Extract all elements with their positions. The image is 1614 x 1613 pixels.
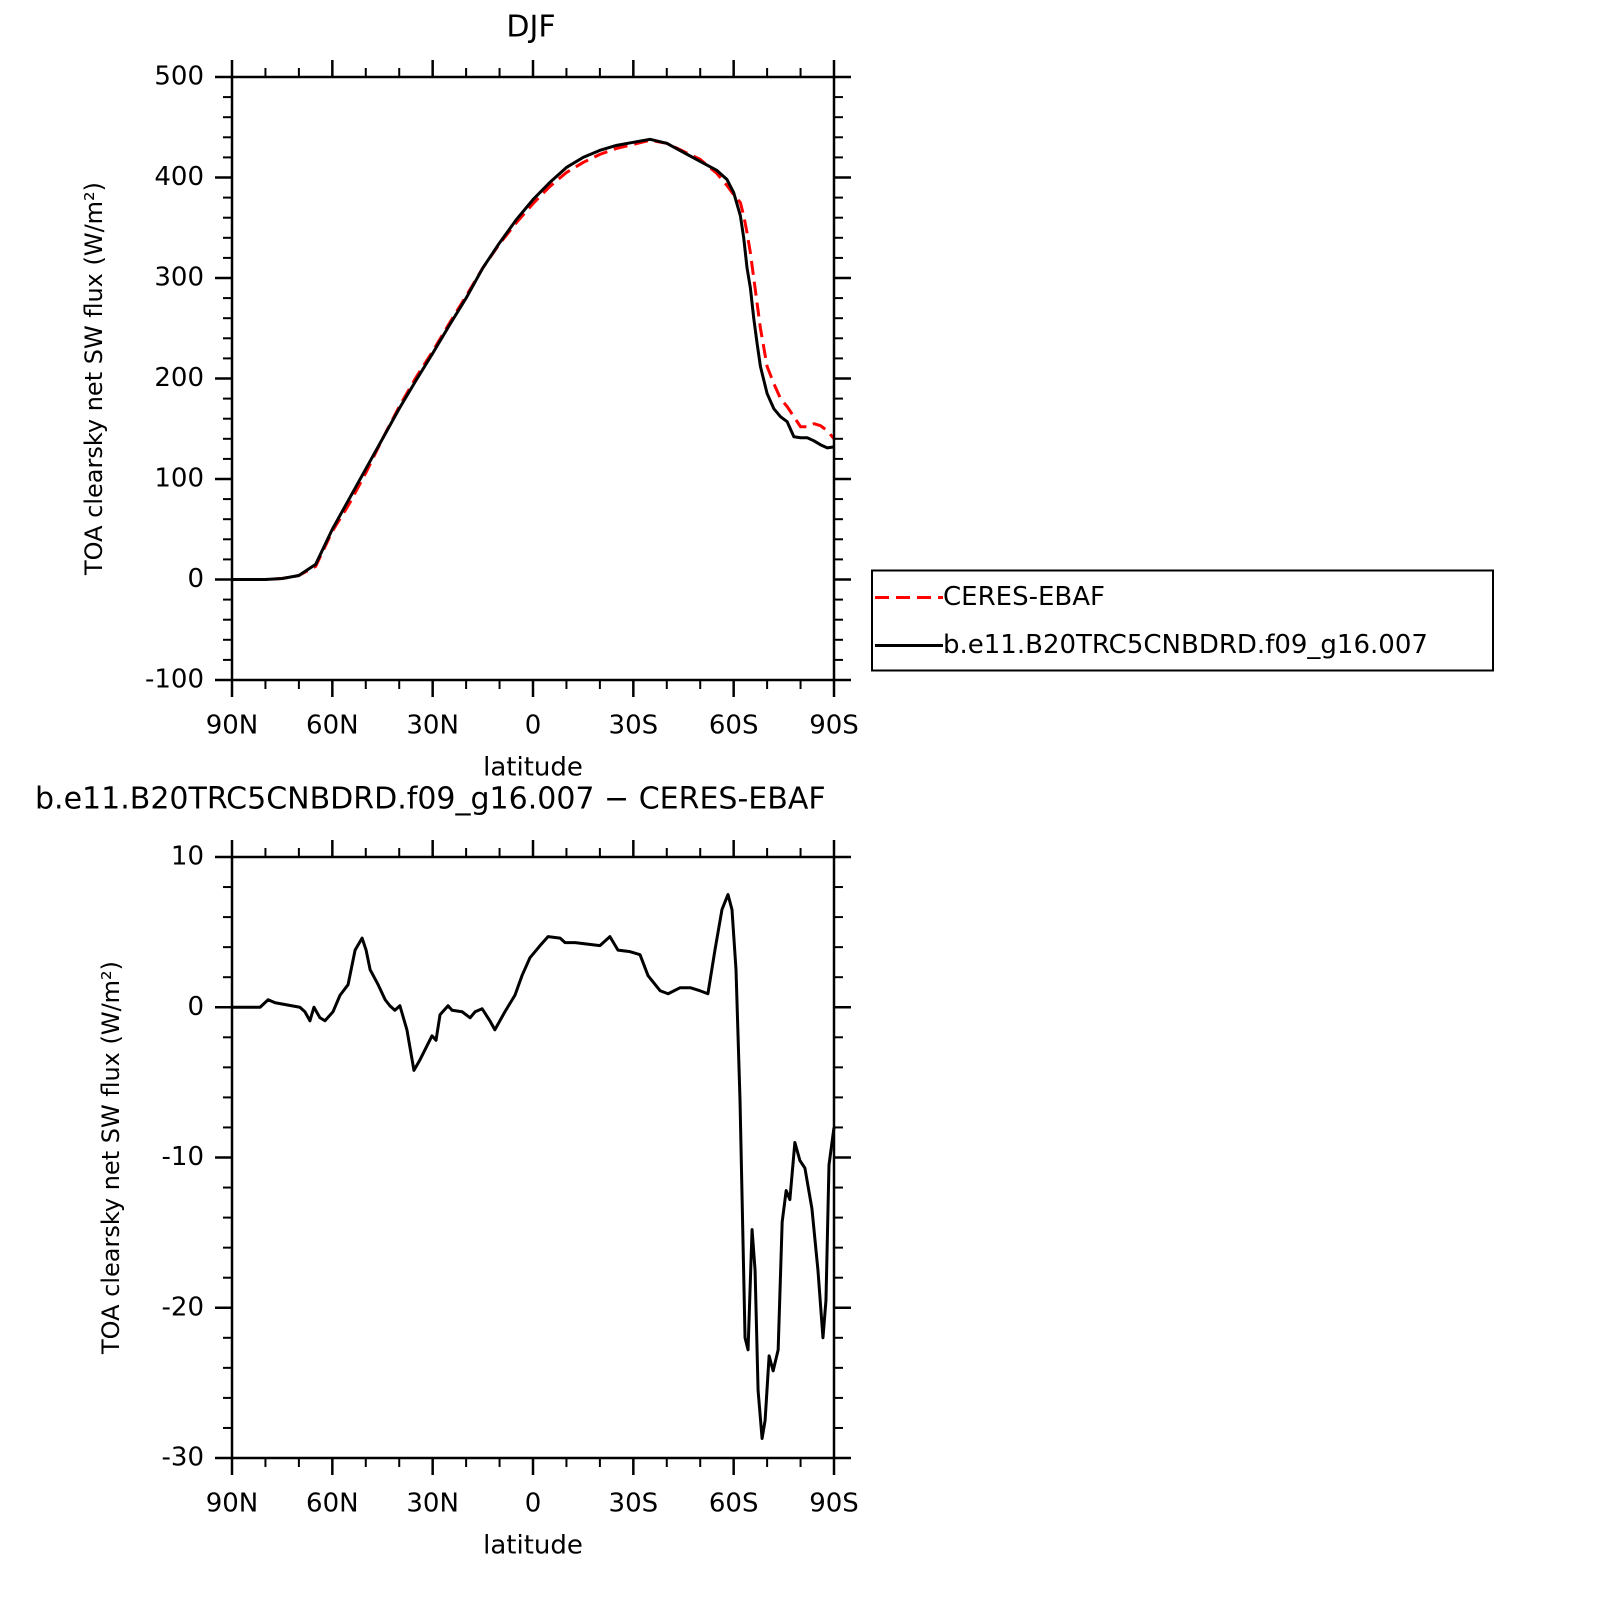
y-tick-label: 0 <box>187 992 204 1022</box>
x-tick-label: 30N <box>406 711 459 741</box>
y-axis-label: TOA clearsky net SW flux (W/m²) <box>80 182 108 576</box>
x-tick-label: 30N <box>406 1489 459 1519</box>
x-tick-label: 60S <box>709 1489 759 1519</box>
chart-title: b.e11.B20TRC5CNBDRD.f09_g16.007 − CERES-… <box>35 782 826 817</box>
y-tick-label: 10 <box>171 842 204 872</box>
x-tick-label: 60N <box>306 1489 359 1519</box>
plot-frame <box>230 855 836 1460</box>
data-line <box>232 137 835 581</box>
y-tick-label: -20 <box>162 1292 204 1322</box>
x-tick-label: 0 <box>525 1489 542 1519</box>
data-line <box>232 138 836 581</box>
x-tick-label: 30S <box>609 1489 659 1519</box>
y-tick-label: 100 <box>154 464 204 494</box>
x-axis-label: latitude <box>483 1531 583 1561</box>
y-tick-label: 500 <box>154 62 204 92</box>
y-axis-label: TOA clearsky net SW flux (W/m²) <box>97 961 125 1355</box>
y-tick-label: -30 <box>162 1443 204 1473</box>
legend-box <box>871 569 1494 672</box>
x-tick-label: 90S <box>809 1489 859 1519</box>
x-tick-label: 60S <box>709 711 759 741</box>
legend-label: b.e11.B20TRC5CNBDRD.f09_g16.007 <box>943 630 1428 660</box>
chart-title: DJF <box>506 10 555 45</box>
x-tick-label: 90S <box>809 711 859 741</box>
y-tick-label: -100 <box>145 665 204 695</box>
y-tick-label: -10 <box>162 1142 204 1172</box>
x-tick-label: 0 <box>525 711 542 741</box>
x-tick-label: 90N <box>206 711 259 741</box>
y-tick-label: 200 <box>154 363 204 393</box>
data-line <box>232 893 836 1440</box>
y-tick-label: 400 <box>154 162 204 192</box>
x-axis-label: latitude <box>483 753 583 783</box>
x-tick-label: 30S <box>609 711 659 741</box>
y-tick-label: 0 <box>187 564 204 594</box>
plot-frame <box>230 75 836 682</box>
y-tick-label: 300 <box>154 263 204 293</box>
x-tick-label: 60N <box>306 711 359 741</box>
x-tick-label: 90N <box>206 1489 259 1519</box>
legend-label: CERES-EBAF <box>943 582 1105 612</box>
